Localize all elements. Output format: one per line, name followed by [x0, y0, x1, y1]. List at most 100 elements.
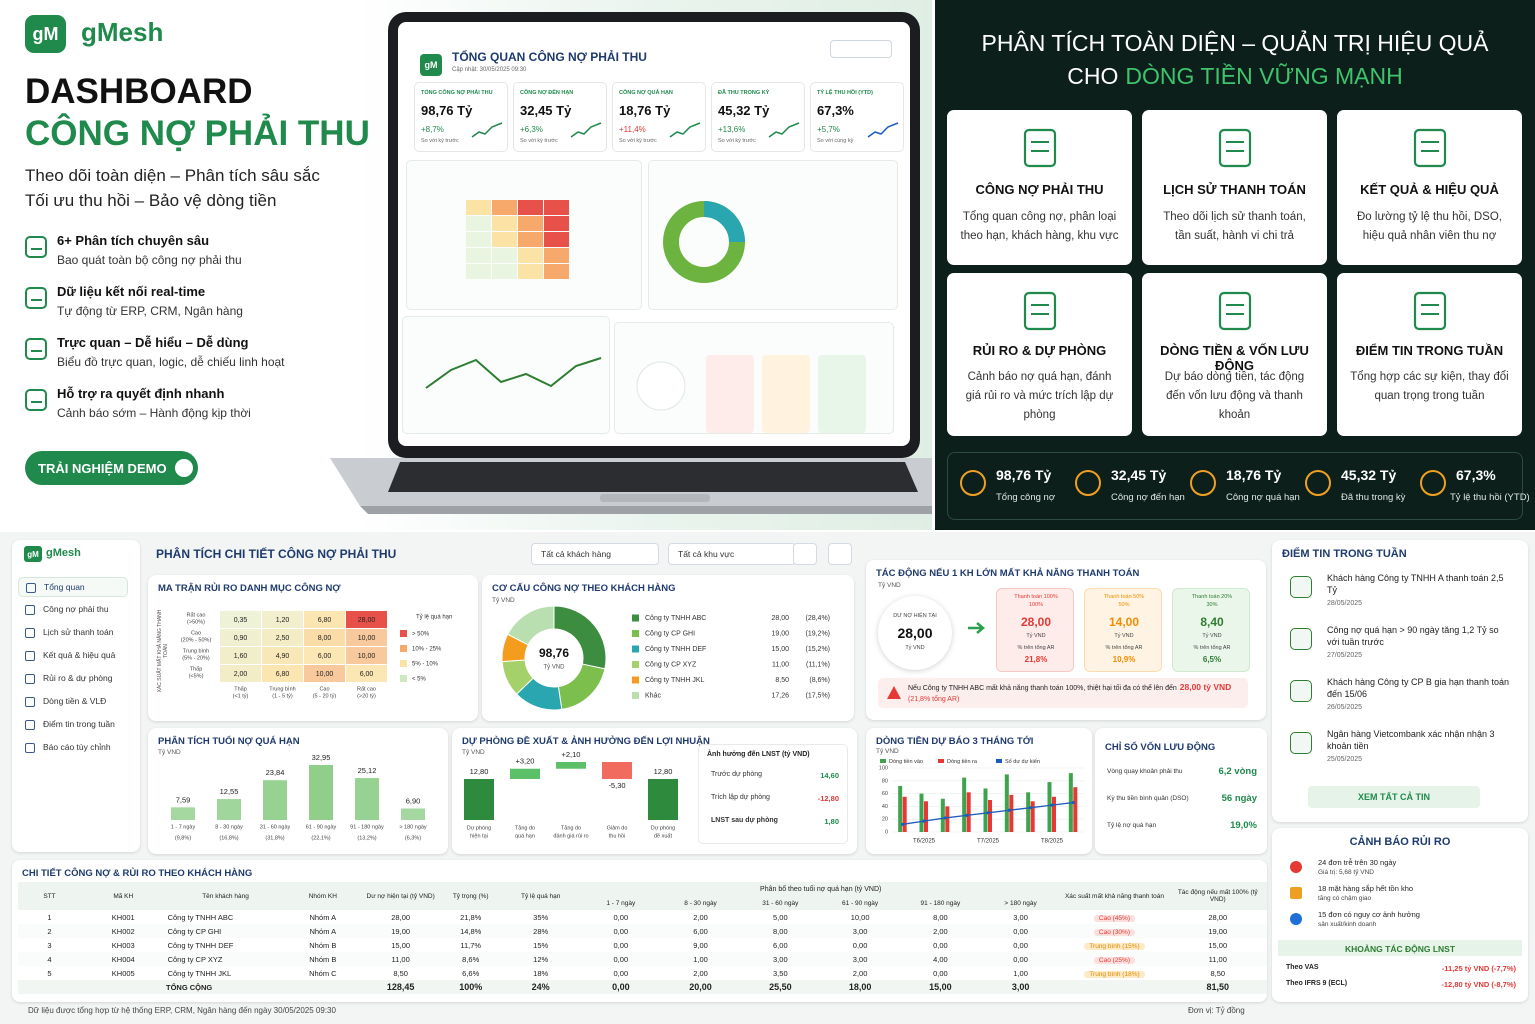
- alert-sub: sản xuất/kinh doanh: [1318, 921, 1377, 928]
- stat-label: Tổng công nợ: [996, 492, 1056, 503]
- feature-desc: Cảnh báo sớm – Hành động kịp thời: [57, 406, 251, 420]
- table-cell: 35%: [533, 912, 549, 922]
- lnst-label: Trích lập dự phòng: [711, 794, 770, 801]
- table-cell: 28,00: [1208, 912, 1228, 922]
- table-cell: 8,00: [773, 926, 788, 936]
- total-cell: 18,00: [848, 982, 872, 992]
- laptop-heat-cell: [492, 264, 517, 279]
- sidebar-brand: gMesh: [46, 547, 81, 559]
- table-row: 3 KH003 Công ty TNHH DEF Nhóm B 15,00 11,7% 15…: [18, 938, 1267, 952]
- wc-value: 56 ngày: [1221, 793, 1257, 804]
- total-cell: 100%: [459, 982, 483, 992]
- laptop-heat-cell: [518, 264, 543, 279]
- menu-label: Tổng quan: [44, 582, 85, 592]
- scenario-ar: 6,5%: [1202, 655, 1222, 664]
- scenario-head: Thanh toán 100%: [1014, 594, 1058, 600]
- chart-svg: Dòng tiền vào Dòng tiền ra Số dư dự kiến 0 2…: [879, 759, 1084, 845]
- legend-label: Dòng tiền ra: [947, 759, 978, 765]
- stat-value: 18,76 Tỷ: [1226, 467, 1282, 483]
- kpi-value: 18,76 Tỷ: [619, 103, 671, 118]
- table-cell: Trung bình (15%): [1060, 938, 1168, 952]
- scenario-head: Thanh toán 20%: [1191, 594, 1233, 600]
- table-cell: 8,6%: [462, 954, 480, 964]
- waterfall-bar: [648, 778, 678, 820]
- menu-item[interactable]: Kết quả & hiệu quả: [18, 646, 128, 666]
- total-cell: 20,00: [689, 982, 712, 992]
- total-cell: 25,50: [769, 982, 792, 992]
- card: CẢNH BÁO RỦI RO 24 đơn trễ trên 30 ngày Gi…: [1272, 828, 1528, 1002]
- menu-label: Công nợ phải thu: [43, 604, 109, 614]
- menu-item[interactable]: Công nợ phải thu: [18, 600, 128, 620]
- lnst-label: LNST sau dự phòng: [711, 817, 778, 824]
- laptop-heat-cell: [466, 264, 491, 279]
- news-date: 28/05/2025: [1327, 600, 1363, 607]
- table-cell: 15,00: [391, 940, 411, 950]
- table-header: 61 - 90 ngày: [842, 899, 879, 907]
- filter-dropdown[interactable]: Tất cả khu vực: [668, 543, 796, 565]
- lnst-table: Ảnh hưởng đến LNST (tỷ VND) Trước dự phòn…: [698, 744, 848, 844]
- feature-title: 6+ Phân tích chuyên sâu: [57, 233, 210, 248]
- menu-label: Báo cáo tùy chỉnh: [43, 742, 111, 752]
- news-icon: [1290, 576, 1312, 598]
- scenario-box: Thanh toán 50% 50% 14,00 Tỷ VND % trên tổng …: [1084, 588, 1162, 672]
- card-icon: [1023, 128, 1057, 168]
- filter-dropdown[interactable]: Tất cả khách hàng: [531, 543, 659, 565]
- heat-cell-label: 1,60: [234, 653, 248, 660]
- card-desc: Theo dõi lịch sử thanh toán, tần suất, h…: [1163, 211, 1306, 242]
- table-cell: 0,00: [1013, 954, 1028, 964]
- scenario-value: 14,00: [1108, 615, 1140, 629]
- menu-item[interactable]: Rủi ro & dự phòng: [18, 669, 128, 689]
- legend-value: 11,00: [772, 661, 789, 668]
- card-title: RỦI RO & DỰ PHÒNG: [972, 343, 1107, 358]
- sparkline: [768, 122, 800, 138]
- total-label: TỔNG CỘNG: [165, 982, 213, 992]
- menu-item[interactable]: Lịch sử thanh toán: [18, 623, 128, 643]
- laptop-updated: Cập nhật: 30/05/2025 09:30: [452, 67, 527, 73]
- laptop-scenario: [762, 355, 810, 433]
- table-cell: 5: [47, 968, 52, 978]
- demo-button[interactable]: TRẢI NGHIỆM DEMO: [25, 451, 198, 485]
- table-cell: 0,00: [1013, 926, 1028, 936]
- alert-note: (21,8% tổng AR): [908, 696, 960, 703]
- scenario-box: Thanh toán 100% 100% 28,00 Tỷ VND % trên tổn…: [996, 588, 1074, 672]
- stat-icon: [1190, 470, 1216, 496]
- menu-item[interactable]: Điểm tin trong tuần: [18, 715, 128, 735]
- feature-desc: Biểu đồ trực quan, logic, dễ chiếu linh …: [57, 355, 285, 369]
- toolbar-button[interactable]: [793, 543, 817, 565]
- kpi-note: So với kỳ trước: [421, 138, 459, 144]
- card-icon: [1023, 291, 1057, 331]
- table-cell: 3,00: [852, 954, 868, 964]
- y-tick-label: 60: [882, 791, 888, 797]
- alert-value: 28,00 tỷ VND: [1179, 682, 1232, 692]
- total-cell: 81,50: [1206, 982, 1230, 992]
- risk-badge: Cao (30%): [1093, 928, 1135, 936]
- menu-item[interactable]: Dòng tiền & VLĐ: [18, 692, 128, 712]
- kpi-value: 32,45 Tỷ: [520, 103, 572, 118]
- table-group-header: Phân bổ theo tuổi nợ quá hạn (tỷ VND): [760, 885, 882, 893]
- view-all-button[interactable]: XEM TẤT CẢ TIN: [1308, 786, 1480, 808]
- lnst-value: -11,25 tỷ VND (-7,7%): [1441, 964, 1516, 973]
- heat-cell: [262, 611, 303, 628]
- sparkline: [570, 122, 602, 138]
- chart-svg: 12,80 Dự phòng hiện tại +3,20 Tăng do quá hạn…: [464, 750, 678, 839]
- chart-svg: [1218, 128, 1252, 168]
- footer-unit: Đơn vị: Tỷ đồng: [1188, 1006, 1245, 1015]
- laptop-heat-cell: [492, 200, 517, 215]
- legend-swatch: [400, 630, 407, 637]
- laptop-heat-cell: [518, 248, 543, 263]
- bar-value-label: +3,20: [516, 757, 535, 766]
- heat-cell: [220, 665, 261, 682]
- chart-svg: [1413, 128, 1447, 168]
- chart-svg: [1218, 291, 1252, 331]
- x-tick-label: > 180 ngày: [399, 824, 427, 830]
- wc-value: 6,2 vòng: [1218, 766, 1257, 777]
- legend-pct: (8,6%): [809, 677, 830, 684]
- menu-item[interactable]: Báo cáo tùy chỉnh: [18, 738, 128, 758]
- toolbar-button[interactable]: [828, 543, 852, 565]
- card-title: CÔNG NỢ PHẢI THU: [975, 182, 1104, 197]
- table-cell: Nhóm A: [309, 926, 337, 936]
- table-cell: KH003: [111, 940, 135, 950]
- menu-item[interactable]: Tổng quan: [18, 577, 128, 597]
- heat-cell: [346, 647, 387, 664]
- table-cell: 19,00: [1208, 926, 1228, 936]
